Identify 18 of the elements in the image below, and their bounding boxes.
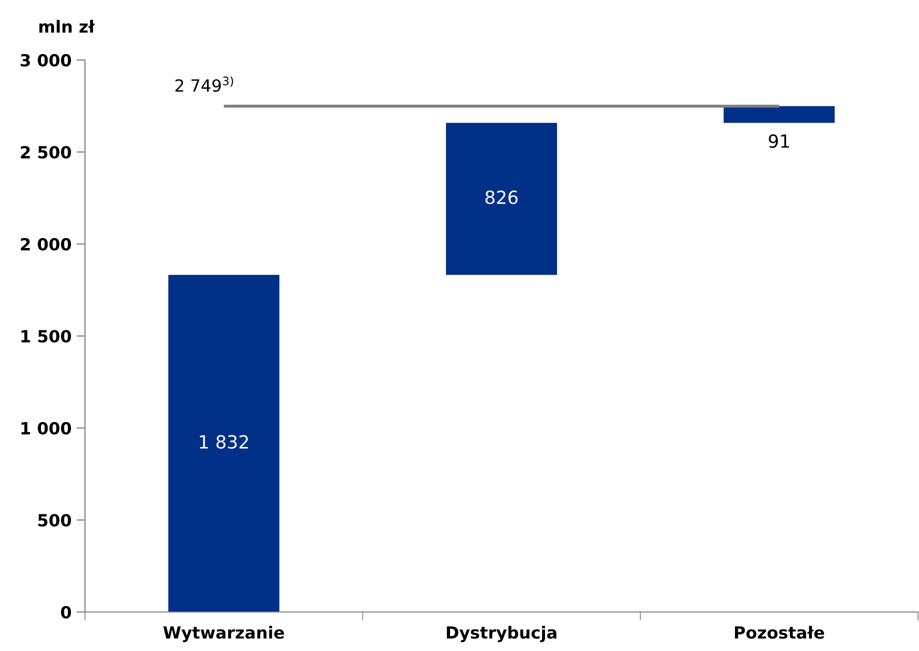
bar (446, 122, 558, 275)
y-axis-title: mln zł (39, 20, 95, 33)
y-tick-label: 0 (61, 606, 72, 619)
data-label: 91 (768, 134, 789, 148)
ref-line-label: 2 749$^{3)}$ (175, 76, 234, 92)
x-tick-label: Dystrybucja (446, 626, 556, 642)
y-tick-label: 1 500 (22, 330, 72, 343)
x-tick-label: Pozostałe (734, 626, 824, 639)
bar (168, 274, 280, 612)
y-tick-label: 2 500 (20, 146, 72, 159)
y-tick-label: 500 (38, 514, 72, 527)
data-label: 1 832 (200, 435, 248, 449)
y-tick-label: 3 000 (20, 54, 72, 67)
data-label: 826 (485, 190, 518, 204)
y-tick-label: 2 000 (20, 238, 72, 251)
x-tick-label: Wytwarzanie (163, 626, 284, 642)
bar (724, 106, 835, 123)
y-tick-label: 1 000 (22, 422, 72, 435)
